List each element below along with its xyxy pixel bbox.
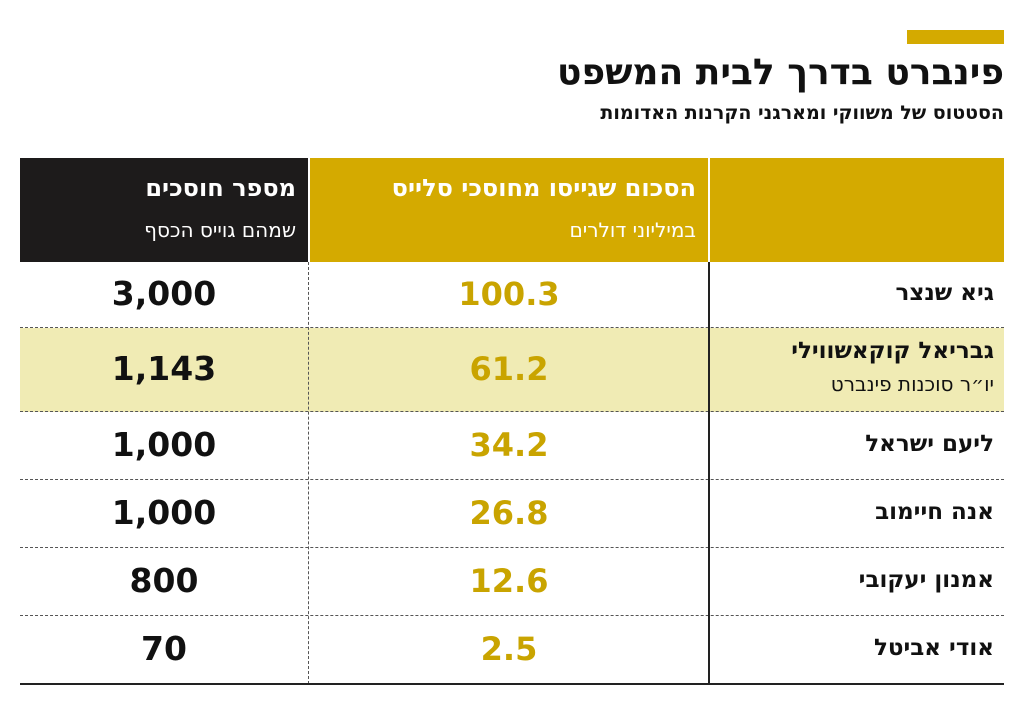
name: אמנון יעקובי (858, 566, 994, 593)
savers: 1,000 (111, 492, 217, 532)
header-cell: מספר חוסכים שמהם גוייס הכסף (20, 158, 308, 262)
table-row: ליעם ישראל 34.2 1,000 (20, 412, 1004, 480)
amount: 100.3 (458, 274, 560, 313)
column-title: מספר חוסכים (145, 174, 296, 202)
header-cell: הסכום שגייסו מחוסכי סלייס במיליוני דולרי… (310, 158, 708, 262)
table-row: גיא שנצר 100.3 3,000 (20, 262, 1004, 328)
amount: 26.8 (469, 493, 549, 532)
column-title: הסכום שגייסו מחוסכי סלייס (391, 174, 696, 202)
table-row: אודי אביטל 2.5 70 (20, 616, 1004, 684)
savers: 1,143 (111, 348, 217, 388)
column-subtitle: שמהם גוייס הכסף (144, 218, 296, 242)
table-row: גבריאל קוקאשווילי יו״ר סוכנות פינברט 61.2 1… (20, 328, 1004, 412)
savers: 70 (141, 628, 187, 668)
savers: 1,000 (111, 424, 217, 464)
column-divider (308, 262, 309, 684)
savers: 800 (129, 560, 199, 600)
amount: 34.2 (469, 425, 549, 464)
name: ליעם ישראל (865, 430, 994, 457)
name: אנה חיימוב (875, 498, 994, 525)
name: גיא שנצר (895, 279, 994, 306)
amount: 12.6 (469, 561, 549, 600)
title: פינברט בדרך לבית המשפט (557, 52, 1004, 93)
table-row: אנה חיימוב 26.8 1,000 (20, 480, 1004, 548)
column-subtitle: במיליוני דולרים (569, 218, 696, 242)
amount: 2.5 (480, 629, 538, 668)
table-row: אמנון יעקובי 12.6 800 (20, 548, 1004, 616)
table-bottom-line (20, 683, 1004, 685)
role: יו״ר סוכנות פינברט (830, 371, 994, 396)
name: גבריאל קוקאשווילי (791, 337, 994, 364)
subtitle: הסטטוס של משווקי ומארגני הקרנות האדומות (600, 102, 1004, 124)
savers: 3,000 (111, 273, 217, 313)
header-cell (710, 158, 1004, 262)
amount: 61.2 (469, 349, 549, 388)
column-divider (708, 262, 710, 684)
name: אודי אביטל (873, 634, 994, 661)
accent-bar (907, 30, 1004, 44)
